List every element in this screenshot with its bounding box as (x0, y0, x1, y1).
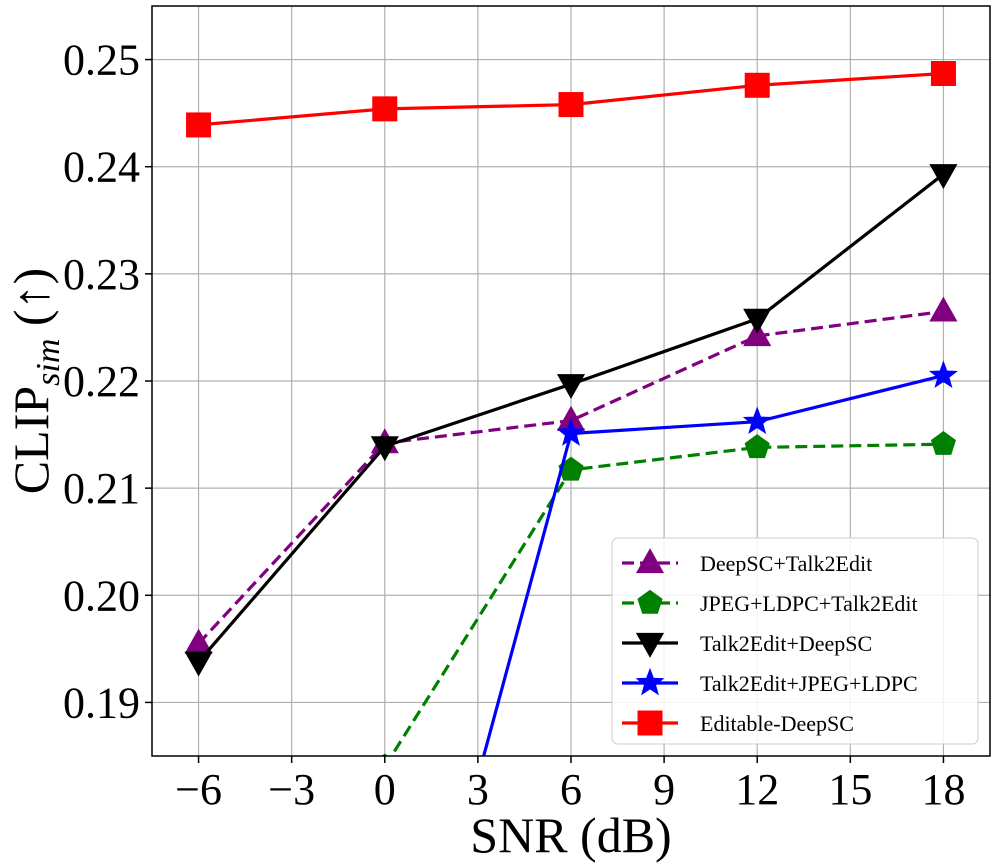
series-editable-deepsc (186, 61, 956, 138)
x-axis-title: SNR (dB) (470, 807, 671, 863)
y-tick-label: 0.21 (63, 464, 140, 513)
x-tick-label: 0 (374, 765, 396, 814)
data-point (556, 374, 586, 400)
y-tick-label: 0.22 (63, 357, 140, 406)
y-axis-title-main: CLIP (3, 386, 59, 494)
x-tick-label: 9 (653, 765, 675, 814)
data-point (743, 308, 772, 334)
data-point (370, 436, 399, 462)
data-point (928, 360, 958, 388)
y-axis-title-subscript: sim (30, 339, 67, 386)
data-point (742, 406, 772, 435)
data-point (929, 164, 958, 190)
y-tick-label: 0.20 (63, 571, 140, 620)
legend-marker (637, 589, 663, 614)
data-point (186, 112, 212, 138)
data-point (558, 92, 584, 118)
legend-item: DeepSC+Talk2Edit (622, 548, 872, 576)
legend-marker (635, 632, 665, 658)
y-tick-label: 0.19 (63, 678, 140, 727)
series-jpeg-ldpc-talk2edit (381, 430, 956, 756)
y-tick-label: 0.25 (63, 36, 140, 85)
data-point (184, 651, 213, 677)
legend-marker (637, 710, 663, 736)
legend-item: Talk2Edit+JPEG+LDPC (622, 667, 918, 696)
y-tick-label: 0.24 (63, 143, 140, 192)
legend-label: Editable-DeepSC (700, 711, 854, 736)
data-point (743, 321, 772, 347)
data-point (929, 296, 958, 322)
legend-item: Editable-DeepSC (622, 710, 854, 736)
data-point (744, 72, 770, 98)
y-axis-title: CLIPsim (↑) (3, 268, 67, 494)
legend-label: Talk2Edit+JPEG+LDPC (700, 671, 918, 696)
x-tick-label: −3 (268, 765, 315, 814)
legend-item: Talk2Edit+DeepSC (622, 631, 872, 658)
x-tick-label: −6 (175, 765, 222, 814)
x-tick-label: 18 (921, 765, 965, 814)
data-point (744, 434, 770, 459)
x-tick-label: 3 (467, 765, 489, 814)
x-tick-label: 15 (828, 765, 872, 814)
data-point (930, 430, 956, 455)
series-talk2edit-jpeg-ldpc (482, 360, 958, 756)
legend: DeepSC+Talk2Edit JPEG+LDPC+Talk2Edit Talk2… (611, 537, 979, 745)
legend-item: JPEG+LDPC+Talk2Edit (622, 589, 918, 616)
x-tick-label: 12 (735, 765, 779, 814)
legend-marker (635, 667, 665, 696)
legend-box (611, 537, 979, 745)
series-talk2edit-deepsc (184, 164, 958, 677)
x-tick-label: 6 (560, 765, 582, 814)
legend-label: DeepSC+Talk2Edit (700, 551, 872, 576)
series-line (389, 442, 944, 756)
legend-label: Talk2Edit+DeepSC (700, 631, 872, 656)
y-tick-label: 0.23 (63, 250, 140, 299)
data-point (372, 96, 398, 122)
series-layer (184, 61, 958, 756)
data-point (556, 418, 586, 446)
ticks: −6 −3 0 3 6 9 12 15 18 0.19 0.20 0.21 0.22 0.23 0.24 0.… (63, 36, 965, 814)
y-axis-title-suffix: (↑) (3, 268, 59, 339)
legend-label: JPEG+LDPC+Talk2Edit (700, 591, 918, 616)
series-line (482, 374, 944, 756)
legend-marker (635, 548, 665, 574)
data-point (930, 61, 956, 86)
